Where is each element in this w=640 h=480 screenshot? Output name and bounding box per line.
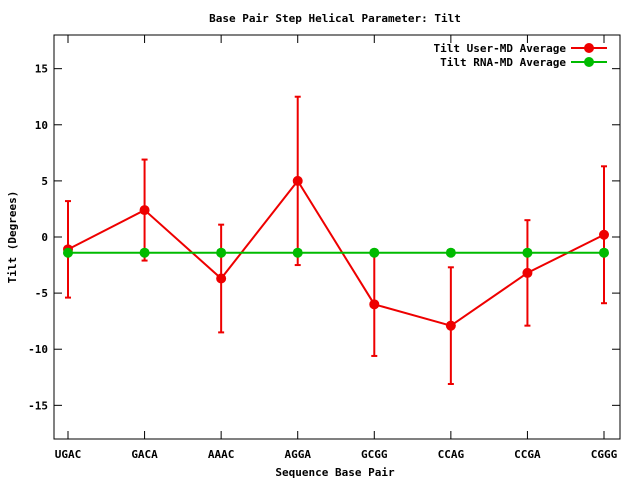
x-axis-label: Sequence Base Pair — [275, 466, 395, 479]
y-axis: -15 -10 -5 0 5 10 15 — [28, 63, 620, 412]
data-point-rna — [292, 247, 303, 258]
data-point-rna — [445, 247, 456, 258]
data-point-user — [445, 320, 456, 331]
x-tick-label: CCGA — [514, 448, 541, 461]
series-rna-md — [63, 247, 609, 258]
data-point-rna — [599, 247, 609, 258]
y-tick-label: 5 — [41, 175, 48, 188]
chart-title: Base Pair Step Helical Parameter: Tilt — [209, 12, 461, 25]
data-point-user — [216, 273, 227, 284]
series-layer — [63, 95, 609, 386]
legend-marker-rna — [584, 57, 594, 67]
legend-label-rna: Tilt RNA-MD Average — [440, 56, 566, 69]
y-tick-label: -5 — [35, 287, 48, 300]
data-point-rna — [139, 247, 150, 258]
data-point-rna — [216, 247, 227, 258]
data-point-user — [522, 267, 533, 278]
data-point-rna — [63, 247, 73, 258]
x-tick-label: UGAC — [55, 448, 82, 461]
series-line-user — [67, 179, 605, 327]
x-tick-label: CCAG — [438, 448, 465, 461]
x-tick-label: AAAC — [208, 448, 235, 461]
legend-marker-user — [584, 43, 594, 53]
legend-label-user: Tilt User-MD Average — [434, 42, 567, 55]
data-point-user — [139, 205, 150, 216]
x-axis: UGAC GACA AAAC AGGA GCGG CCAG CCGA CGGG — [55, 35, 618, 461]
x-tick-label: CGGG — [591, 448, 618, 461]
y-tick-label: 0 — [41, 231, 48, 244]
y-tick-label: 15 — [35, 63, 48, 76]
data-point-rna — [522, 247, 533, 258]
y-tick-label: -15 — [28, 399, 48, 412]
y-tick-label: -10 — [28, 343, 48, 356]
series-user-md — [63, 95, 609, 386]
x-tick-label: GACA — [131, 448, 158, 461]
y-tick-label: 10 — [35, 119, 48, 132]
data-point-rna — [369, 247, 380, 258]
data-point-user — [369, 299, 380, 310]
x-tick-label: GCGG — [361, 448, 388, 461]
y-axis-label: Tilt (Degrees) — [6, 191, 19, 284]
x-tick-label: AGGA — [284, 448, 311, 461]
legend: Tilt User-MD Average Tilt RNA-MD Average — [434, 42, 607, 69]
data-point-user — [599, 229, 609, 240]
data-point-user — [292, 175, 303, 186]
